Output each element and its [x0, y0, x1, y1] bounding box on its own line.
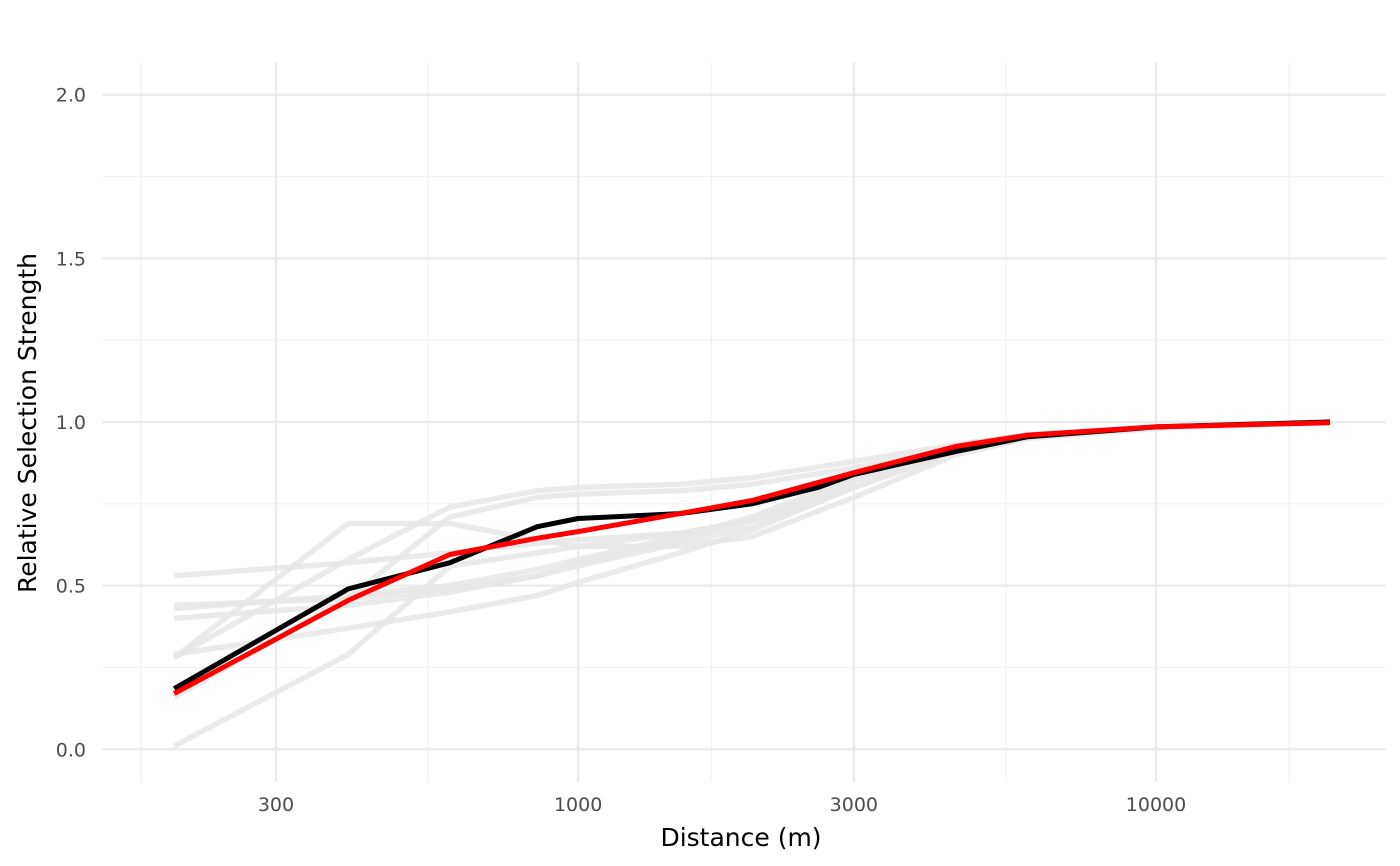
y-tick-label-1: 0.5 — [56, 576, 86, 598]
x-tick-label-1: 1000 — [554, 794, 602, 816]
x-axis-title: Distance (m) — [660, 823, 821, 852]
y-tick-label-2: 1.0 — [56, 412, 86, 434]
y-tick-label-4: 2.0 — [56, 85, 86, 107]
x-tick-label-3: 10000 — [1126, 794, 1186, 816]
x-tick-label-0: 300 — [258, 794, 294, 816]
data-lines — [172, 419, 1331, 749]
x-tick-labels: 300 1000 3000 10000 — [258, 794, 1186, 816]
fit-line — [173, 420, 1331, 696]
grid — [102, 62, 1386, 782]
y-tick-label-3: 1.5 — [56, 248, 86, 270]
y-tick-label-0: 0.0 — [56, 739, 86, 761]
y-axis-title: Relative Selection Strength — [13, 253, 42, 593]
y-tick-labels: 0.0 0.5 1.0 1.5 2.0 — [56, 85, 86, 762]
x-tick-label-2: 3000 — [830, 794, 878, 816]
